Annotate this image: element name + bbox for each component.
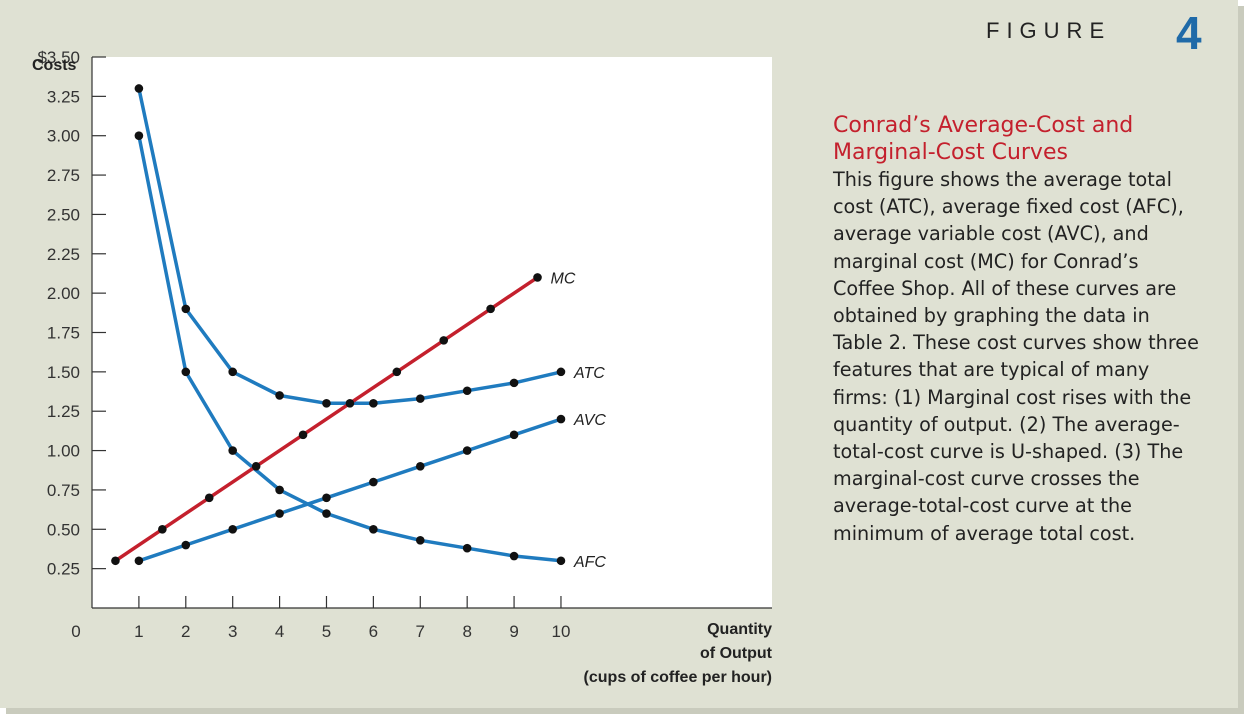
y-tick-label: 2.25 — [47, 245, 80, 264]
afc-point — [509, 551, 519, 561]
atc-point — [322, 399, 331, 408]
atc-point — [462, 386, 472, 396]
x-tick-label: 10 — [552, 622, 571, 641]
atc-label: ATC — [573, 365, 605, 382]
y-tick-label: 1.25 — [47, 402, 80, 421]
plot-area — [92, 57, 772, 608]
avc-point — [134, 556, 144, 566]
x-tick-label: 7 — [416, 622, 425, 641]
mc-point — [392, 367, 402, 377]
x-tick-label: 3 — [228, 622, 237, 641]
atc-point — [556, 367, 566, 377]
figure-label: FIGURE — [986, 18, 1112, 43]
series-labels: ATC AVC AFC MC — [551, 270, 607, 570]
x-axis-ticks: 1 2 3 4 5 6 7 8 9 10 — [134, 596, 570, 641]
atc-point — [134, 84, 144, 93]
mc-point — [158, 524, 167, 534]
y-tick-label: 0.50 — [47, 520, 80, 539]
mc-label: MC — [551, 270, 576, 287]
caption-title: Conrad’s Average-Cost and Marginal-Cost … — [833, 113, 1134, 165]
y-tick-label: 3.00 — [47, 127, 80, 146]
mc-point — [111, 556, 120, 566]
y-tick-label: 1.75 — [47, 324, 80, 343]
avc-point — [462, 446, 472, 455]
chart-svg: 0.25 0.50 0.75 1.00 1.25 1.50 1.75 2.00 2.25 2.50… — [32, 48, 773, 686]
afc-point — [462, 543, 472, 553]
caption: Conrad’s Average-Cost and Marginal-Cost … — [833, 112, 1203, 547]
avc-point — [369, 477, 378, 487]
afc-point — [228, 446, 237, 455]
y-axis-title: Costs — [32, 57, 77, 74]
mc-line — [113, 275, 540, 563]
y-tick-label: 3.25 — [47, 87, 80, 106]
y-tick-label: 2.75 — [47, 166, 80, 185]
x-tick-label: 5 — [322, 622, 331, 641]
x-tick-label: 8 — [462, 622, 471, 641]
mc-point — [533, 273, 542, 282]
afc-point — [275, 485, 284, 495]
avc-point — [415, 462, 425, 471]
afc-point — [415, 536, 425, 545]
mc-point — [486, 304, 495, 314]
series-points — [111, 84, 566, 566]
y-tick-label: 2.00 — [47, 284, 80, 303]
mc-point — [204, 493, 214, 503]
origin-label: 0 — [71, 622, 80, 641]
x-axis-title-line-2: of Output — [700, 645, 773, 662]
avc-point — [275, 509, 284, 518]
avc-point — [228, 524, 237, 534]
atc-point — [415, 394, 425, 403]
atc-point — [228, 367, 237, 377]
avc-point — [322, 493, 331, 503]
mc-point — [439, 336, 449, 345]
x-axis-title-line-1: Quantity — [707, 621, 772, 638]
atc-point — [509, 378, 519, 388]
y-tick-label: 1.00 — [47, 442, 80, 461]
x-tick-label: 4 — [275, 622, 284, 641]
avc-point — [509, 430, 519, 440]
afc-point — [556, 556, 566, 566]
caption-body: This figure shows the average total cost… — [833, 168, 1199, 545]
atc-point — [369, 399, 378, 408]
afc-point — [134, 131, 144, 141]
y-tick-label: 0.75 — [47, 481, 80, 500]
y-axis-ticks: 0.25 0.50 0.75 1.00 1.25 1.50 1.75 2.00 2.25 2.50… — [37, 48, 106, 579]
x-tick-label: 9 — [509, 622, 518, 641]
atc-point — [275, 391, 284, 400]
atc-point — [181, 304, 191, 314]
avc-line — [137, 417, 563, 563]
mc-point — [251, 462, 261, 471]
y-tick-label: 2.50 — [47, 205, 80, 224]
afc-point — [181, 367, 191, 377]
mc-point — [345, 399, 355, 408]
afc-point — [322, 509, 331, 518]
afc-point — [369, 524, 378, 534]
afc-line — [137, 133, 563, 563]
avc-point — [556, 414, 566, 424]
afc-label: AFC — [573, 554, 606, 571]
figure-panel: 0.25 0.50 0.75 1.00 1.25 1.50 1.75 2.00 2.25 2.50… — [0, 0, 1238, 708]
y-tick-label: 0.25 — [47, 560, 80, 579]
y-tick-label: 1.50 — [47, 363, 80, 382]
x-tick-label: 2 — [181, 622, 190, 641]
x-tick-label: 1 — [134, 622, 143, 641]
x-tick-label: 6 — [369, 622, 378, 641]
mc-point — [298, 430, 308, 440]
figure-number: 4 — [1176, 7, 1202, 59]
x-axis-title-line-3: (cups of coffee per hour) — [584, 669, 772, 686]
y-tick-label: $3.50 — [37, 48, 80, 67]
avc-label: AVC — [573, 412, 606, 429]
avc-point — [181, 540, 191, 550]
